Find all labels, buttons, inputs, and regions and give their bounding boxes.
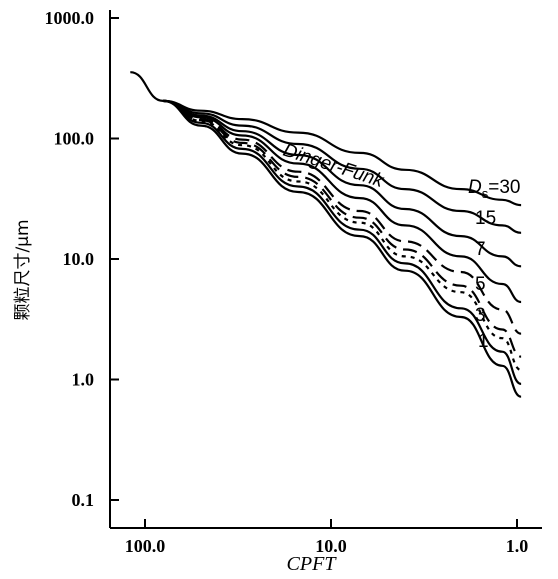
series-line-2 [162, 99, 522, 372]
x-axis-title: CPFT [287, 553, 338, 575]
y-axis-title: 颗粒尺寸/μm [13, 219, 33, 320]
series-line-8 [162, 99, 522, 207]
label-dinger-funk: Dinger-Funk [280, 140, 387, 193]
x-tick-label: 1.0 [506, 536, 529, 556]
series-line-0 [130, 71, 522, 398]
y-tick-label: 1000.0 [45, 8, 95, 28]
label-1: 1 [478, 331, 489, 352]
y-tick-label: 1.0 [72, 370, 95, 390]
y-ticks: 1000.0 100.0 10.0 1.0 0.1 [45, 8, 119, 510]
series-line-1 [162, 99, 522, 385]
y-tick-label: 0.1 [72, 490, 95, 510]
label-ds-30: Ds=30 [468, 177, 520, 201]
label-ds-symbol: D [468, 177, 482, 198]
series-line-7 [162, 99, 522, 234]
y-tick-label: 10.0 [63, 249, 95, 269]
label-7: 7 [475, 239, 486, 260]
series-group [130, 71, 522, 398]
series-line-5 [162, 99, 522, 304]
label-ds-subscript: s [482, 186, 489, 201]
x-ticks: 100.0 10.0 1.0 [125, 519, 529, 556]
label-5: 5 [475, 274, 486, 295]
x-tick-label: 10.0 [315, 536, 347, 556]
label-15: 15 [475, 208, 496, 229]
y-tick-label: 100.0 [54, 129, 95, 149]
label-3: 3 [475, 305, 486, 326]
series-line-3 [162, 99, 522, 358]
label-ds-value: =30 [488, 177, 520, 198]
x-tick-label: 100.0 [125, 536, 166, 556]
series-line-4 [162, 99, 522, 335]
plot-area: 1000.0 100.0 10.0 1.0 0.1 100.0 10.0 1.0 [45, 8, 542, 556]
series-line-6 [162, 99, 522, 268]
